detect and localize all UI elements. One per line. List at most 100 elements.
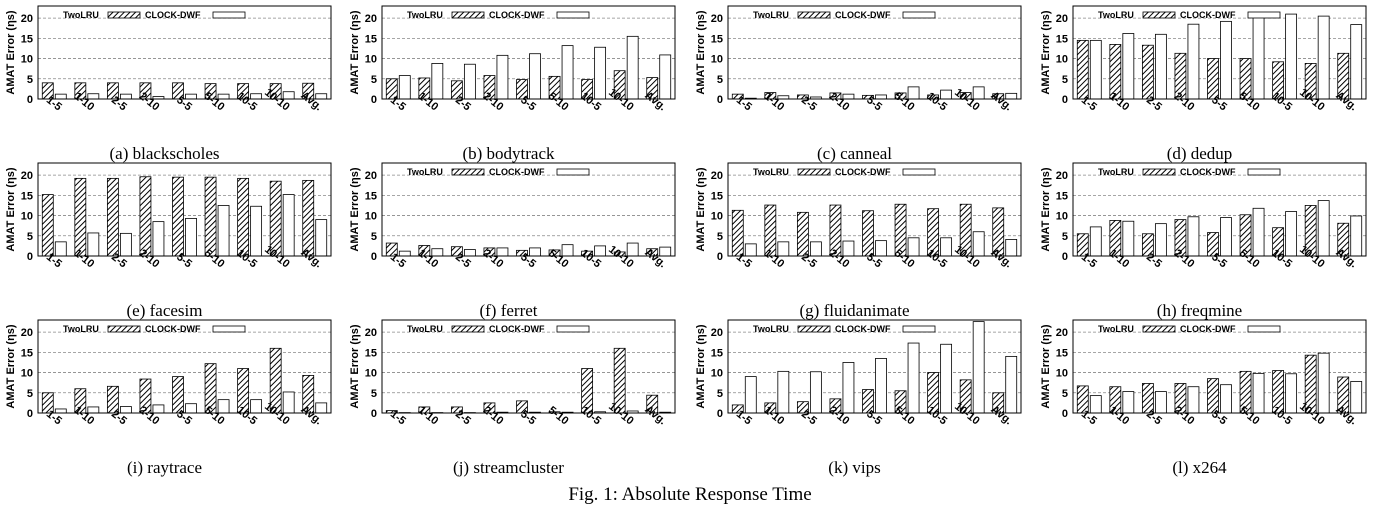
- y-tick-label: 20: [21, 327, 33, 339]
- subfigure-caption: (c) canneal: [817, 144, 892, 163]
- legend-label: CLOCK-DWF: [489, 10, 545, 20]
- plot-frame: [37, 162, 332, 257]
- y-axis-title: AMAT Error (ηs): [349, 167, 361, 251]
- y-tick-label: 10: [365, 211, 377, 223]
- legend-swatch-clock-dwf: [212, 11, 246, 19]
- legend-swatch-clock-dwf: [556, 168, 590, 176]
- bar-clock-dwf: [1220, 20, 1232, 100]
- subfigure-caption: (d) dedup: [1167, 144, 1233, 163]
- y-tick-label: 20: [711, 13, 723, 25]
- y-tick-label: 20: [711, 327, 723, 339]
- bar-clock-dwf: [282, 194, 295, 257]
- bar-clock-dwf: [594, 46, 607, 100]
- bar-clock-dwf: [875, 240, 887, 257]
- bar-clock-dwf: [1187, 23, 1200, 100]
- legend-swatch-clock-dwf: [212, 325, 246, 333]
- subfigure-caption: (f) ferret: [479, 301, 537, 320]
- y-tick-label: 15: [365, 33, 377, 45]
- y-tick-label: 20: [1056, 327, 1068, 339]
- y-tick-label: 15: [365, 347, 377, 359]
- y-tick-label: 20: [365, 327, 377, 339]
- legend-label: TwoLRU: [753, 324, 789, 334]
- plot-frame: [727, 162, 1022, 257]
- bar-twolru: [1207, 58, 1219, 100]
- y-tick-label: 10: [711, 54, 723, 66]
- legend-label: TwoLRU: [63, 10, 99, 20]
- x-tick-label: 2-10: [137, 90, 162, 113]
- bar-twolru: [41, 194, 54, 257]
- y-tick-label: 0: [371, 251, 377, 263]
- y-tick-label: 15: [21, 347, 33, 359]
- y-tick-label: 15: [365, 190, 377, 202]
- y-tick-label: 15: [711, 33, 723, 45]
- bar-twolru: [106, 177, 119, 257]
- bar-clock-dwf: [463, 63, 476, 100]
- y-tick-label: 5: [1062, 231, 1068, 243]
- y-tick-label: 20: [365, 13, 377, 25]
- plot-frame: [727, 5, 1022, 100]
- y-tick-label: 0: [717, 94, 723, 106]
- bar-twolru: [302, 179, 315, 257]
- bar-clock-dwf: [1122, 391, 1135, 414]
- bar-clock-dwf: [1350, 381, 1363, 414]
- bar-clock-dwf: [1252, 207, 1265, 257]
- y-axis-title: AMAT Error (ηs): [1040, 167, 1052, 251]
- y-tick-label: 20: [711, 170, 723, 182]
- legend-label: CLOCK-DWF: [835, 167, 891, 177]
- bar-clock-dwf: [777, 370, 790, 414]
- bar-clock-dwf: [809, 241, 822, 257]
- y-tick-label: 0: [1062, 94, 1068, 106]
- bar-twolru: [731, 209, 744, 257]
- bar-clock-dwf: [54, 241, 67, 257]
- bar-clock-dwf: [809, 371, 822, 414]
- bar-twolru: [172, 176, 184, 257]
- y-tick-label: 0: [371, 94, 377, 106]
- y-tick-label: 5: [27, 231, 33, 243]
- legend-swatch-twolru: [1142, 11, 1176, 19]
- legend-swatch-clock-dwf: [902, 11, 936, 19]
- y-tick-label: 10: [1056, 54, 1068, 66]
- bar-clock-dwf: [777, 241, 790, 257]
- subfigure-caption: (g) fluidanimate: [800, 301, 910, 320]
- y-axis-title: AMAT Error (ηs): [349, 324, 361, 408]
- bar-clock-dwf: [972, 321, 985, 414]
- bar-clock-dwf: [907, 86, 920, 100]
- y-tick-label: 5: [371, 74, 377, 86]
- plot-frame: [381, 319, 676, 414]
- legend-label: CLOCK-DWF: [1180, 324, 1236, 334]
- plot-frame: [727, 319, 1022, 414]
- bar-twolru: [237, 177, 250, 257]
- y-tick-label: 5: [371, 388, 377, 400]
- x-tick-label: 5-10: [546, 404, 571, 427]
- y-tick-label: 10: [365, 368, 377, 380]
- legend-swatch-twolru: [451, 325, 485, 333]
- plot-frame: [37, 5, 332, 100]
- legend-swatch-twolru: [451, 168, 485, 176]
- subfigure-caption: (k) vips: [828, 458, 880, 477]
- bar-twolru: [204, 176, 217, 257]
- bar-clock-dwf: [496, 54, 509, 100]
- bar-twolru: [1141, 44, 1154, 100]
- bar-clock-dwf: [315, 219, 328, 257]
- bar-clock-dwf: [1187, 216, 1200, 257]
- bar-clock-dwf: [1154, 33, 1167, 100]
- legend-label: CLOCK-DWF: [1180, 167, 1236, 177]
- y-tick-label: 5: [717, 388, 723, 400]
- legend-label: TwoLRU: [753, 10, 789, 20]
- legend-label: TwoLRU: [1098, 167, 1134, 177]
- bar-clock-dwf: [744, 243, 757, 257]
- x-tick-label: 1-10: [416, 404, 441, 427]
- legend-swatch-clock-dwf: [1247, 168, 1281, 176]
- legend-label: CLOCK-DWF: [145, 10, 201, 20]
- y-tick-label: 15: [1056, 347, 1068, 359]
- plot-frame: [1072, 162, 1367, 257]
- subfigure-caption: (i) raytrace: [127, 458, 202, 477]
- y-tick-label: 0: [27, 408, 33, 420]
- legend-swatch-twolru: [797, 168, 831, 176]
- legend-swatch-twolru: [797, 11, 831, 19]
